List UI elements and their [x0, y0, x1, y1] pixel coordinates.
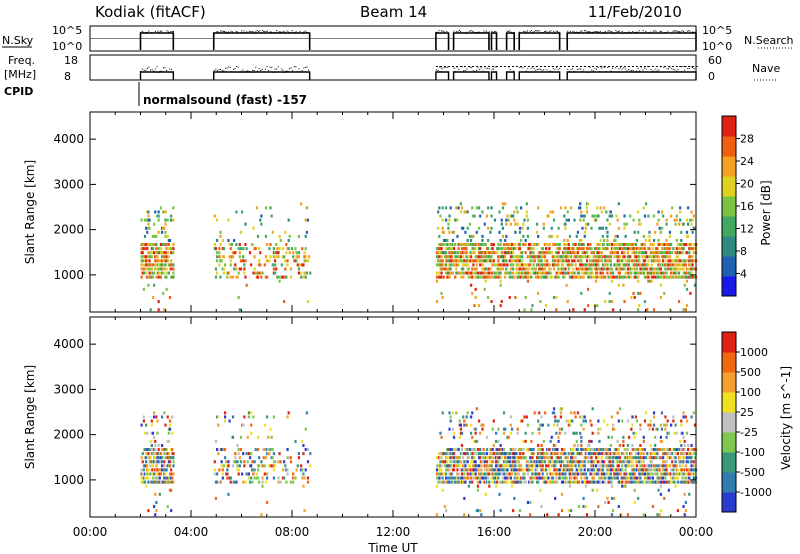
time-tick-label: 12:00: [376, 525, 411, 539]
date-title: 11/Feb/2010: [588, 3, 682, 21]
colorbar-tick-label: 24: [740, 155, 754, 168]
nsky-trace: [139, 30, 697, 50]
freq-tick-bottom: 8: [64, 70, 71, 83]
colorbar-tick-label: 25: [740, 406, 754, 419]
time-tick-label: 00:00: [73, 525, 108, 539]
time-tick-label: 08:00: [275, 525, 310, 539]
freq-label: Freq.: [8, 54, 35, 67]
freq-strip-frame: [89, 54, 697, 81]
power-frame: [89, 111, 697, 313]
time-axis: 00:00 04:00 08:00 12:00 16:00 20:00 00:00: [73, 112, 714, 539]
time-tick-label: 20:00: [578, 525, 613, 539]
freq-trace: [139, 66, 698, 80]
nave-label: Nave: [752, 62, 780, 75]
colorbar-tick-label: -500: [740, 466, 765, 479]
time-tick-label: 00:00: [679, 525, 714, 539]
power-panel: [140, 202, 698, 312]
colorbar-tick-label: -1000: [740, 486, 772, 499]
beam-title: Beam 14: [360, 3, 427, 21]
velocity-colorbar: 1000 500 100 25 -25 -100 -500 -1000: [721, 331, 772, 513]
colorbar-tick-label: 4: [740, 268, 747, 281]
time-axis-label: Time UT: [367, 541, 418, 554]
station-title: Kodiak (fitACF): [95, 3, 206, 21]
velocity-ylabel: Slant Range [km]: [23, 365, 37, 469]
range-tick-label: 3000: [53, 177, 84, 191]
colorbar-tick-label: 20: [740, 178, 754, 191]
colorbar-tick-label: 16: [740, 200, 754, 213]
range-tick-label: 3000: [53, 382, 84, 396]
velocity-yticks: 1000 2000 3000 4000: [53, 337, 696, 487]
power-colorbar-label: Power [dB]: [759, 180, 773, 245]
nsearch-tick-bottom: 10^0: [702, 40, 732, 53]
nave-tick-top: 60: [708, 54, 722, 67]
range-tick-label: 2000: [53, 223, 84, 237]
colorbar-tick-label: 500: [740, 366, 761, 379]
nsky-tick-bottom: 10^0: [52, 40, 82, 53]
range-tick-label: 1000: [53, 268, 84, 282]
freq-tick-top: 18: [64, 54, 78, 67]
time-tick-label: 16:00: [477, 525, 512, 539]
power-ylabel: Slant Range [km]: [23, 160, 37, 264]
colorbar-tick-label: 8: [740, 245, 747, 258]
nsky-tick-top: 10^5: [52, 24, 82, 37]
nave-tick-bottom: 0: [708, 70, 715, 83]
cpid-annotation: normalsound (fast) -157: [143, 93, 307, 107]
cpid-label: CPID: [4, 85, 33, 98]
colorbar-tick-label: 12: [740, 223, 754, 236]
power-colorbar: 28 24 20 16 12 8 4: [721, 115, 754, 297]
colorbar-tick-label: 1000: [740, 346, 768, 359]
range-tick-label: 2000: [53, 428, 84, 442]
nsearch-label: N.Search: [744, 34, 794, 47]
freq-unit-label: [MHz]: [4, 68, 36, 81]
range-tick-label: 1000: [53, 473, 84, 487]
range-tick-label: 4000: [53, 132, 84, 146]
nsky-label: N.Sky: [2, 34, 34, 47]
power-yticks: 1000 2000 3000 4000: [53, 132, 696, 282]
time-tick-label: 04:00: [174, 525, 209, 539]
colorbar-tick-label: 28: [740, 133, 754, 146]
colorbar-tick-label: 100: [740, 386, 761, 399]
velocity-frame: [89, 316, 697, 518]
range-tick-label: 4000: [53, 337, 84, 351]
velocity-panel: [140, 407, 698, 517]
colorbar-tick-label: -100: [740, 446, 765, 459]
nsearch-tick-top: 10^5: [702, 24, 732, 37]
velocity-colorbar-label: Velocity [m s^-1]: [779, 366, 793, 470]
colorbar-tick-label: -25: [740, 426, 758, 439]
